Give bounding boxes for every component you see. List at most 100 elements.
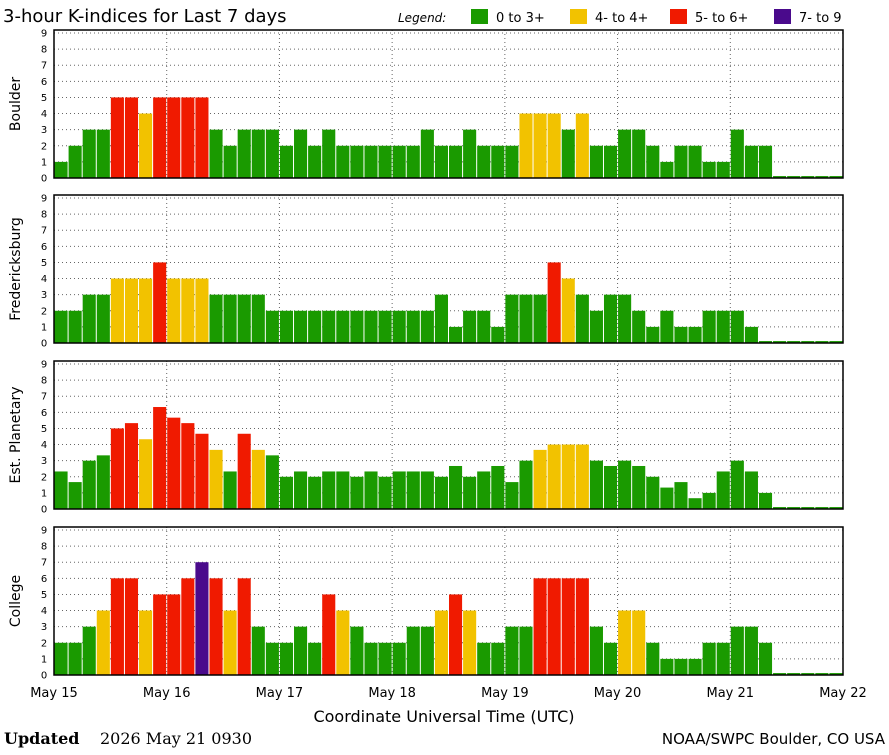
bar [787, 673, 801, 675]
bar [561, 578, 575, 675]
bar [209, 578, 223, 675]
bar [308, 642, 322, 675]
y-tick-label: 7 [41, 61, 47, 72]
bar [674, 145, 688, 178]
bar [801, 507, 815, 509]
bar [491, 465, 505, 509]
bar [646, 326, 660, 343]
bar [350, 145, 364, 178]
bar [632, 310, 646, 343]
bar [716, 310, 730, 343]
bar [251, 449, 265, 509]
bar [294, 471, 308, 509]
bar [68, 310, 82, 343]
bar [533, 578, 547, 675]
bar [279, 642, 294, 675]
bar [68, 642, 82, 675]
panel: 0 1 2 3 4 5 6 7 8 9 Est. Planetary [8, 360, 844, 516]
bar [54, 161, 68, 178]
bar [730, 129, 744, 178]
panels: 0 1 2 3 4 5 6 7 8 9 Boulder 0 1 2 3 4 5 6 7 8 9 Fredericksbur… [8, 29, 844, 682]
x-axis-ticks: May 15 May 16 May 17 May 18 May 19 May 20 May … [30, 686, 867, 701]
bar [378, 145, 392, 178]
y-tick-label: 2 [41, 141, 47, 152]
panel-label: Est. Planetary [8, 386, 24, 483]
y-tick-label: 1 [41, 157, 47, 168]
bar [589, 460, 603, 509]
bar [787, 507, 801, 509]
bar [364, 145, 378, 178]
bar [477, 310, 491, 343]
y-tick-label: 3 [41, 125, 47, 136]
bar [463, 310, 477, 343]
bar [519, 113, 533, 178]
bar [406, 626, 420, 675]
bar [547, 444, 561, 509]
bar [434, 610, 448, 675]
bar [477, 471, 491, 509]
y-tick-label: 0 [41, 174, 47, 185]
bar [674, 658, 688, 675]
x-tick-label: May 19 [481, 686, 529, 701]
bar [829, 176, 843, 178]
bar [223, 145, 237, 178]
legend-swatch [774, 9, 791, 24]
bar [82, 626, 96, 675]
bar [491, 145, 505, 178]
y-tick-label: 4 [41, 109, 47, 120]
bar [603, 145, 618, 178]
bar [322, 310, 336, 343]
bar [223, 294, 237, 343]
bar [308, 476, 322, 509]
x-tick-label: May 16 [143, 686, 191, 701]
panel: 0 1 2 3 4 5 6 7 8 9 Boulder [8, 29, 844, 185]
y-tick-label: 8 [41, 542, 47, 553]
bar [195, 562, 209, 675]
bar [434, 476, 448, 509]
bar [308, 310, 322, 343]
bar [618, 129, 632, 178]
bar [533, 294, 547, 343]
bar [561, 444, 575, 509]
y-tick-label: 3 [41, 456, 47, 467]
bar [575, 578, 589, 675]
bar [209, 449, 223, 509]
bar [702, 642, 716, 675]
bar [491, 642, 505, 675]
y-tick-label: 5 [41, 424, 47, 435]
bar [758, 341, 773, 343]
bar [167, 594, 181, 675]
bar [674, 326, 688, 343]
bar [195, 433, 209, 509]
bar [392, 145, 406, 178]
bar [434, 294, 448, 343]
bar [279, 476, 294, 509]
y-tick-label: 6 [41, 242, 47, 253]
bar [406, 310, 420, 343]
updated-value: 2026 May 21 0930 [100, 729, 252, 748]
panel-frame [53, 360, 844, 510]
panel-frame [53, 526, 844, 676]
bar [505, 482, 519, 509]
bar [265, 129, 279, 178]
bar [322, 594, 336, 675]
y-tick-label: 4 [41, 440, 47, 451]
y-tick-label: 8 [41, 45, 47, 56]
y-tick-label: 8 [41, 210, 47, 221]
bar [265, 642, 279, 675]
legend-entry-label: 0 to 3+ [496, 11, 545, 26]
bar [801, 341, 815, 343]
bar [589, 626, 603, 675]
bar [632, 465, 646, 509]
bar [139, 439, 153, 509]
bar [82, 294, 96, 343]
bar [787, 341, 801, 343]
bar [702, 161, 716, 178]
y-tick-label: 6 [41, 574, 47, 585]
y-tick-label: 9 [41, 29, 47, 40]
bar [449, 145, 463, 178]
bar [744, 471, 758, 509]
updated-label: Updated [4, 729, 79, 748]
bar [110, 428, 124, 509]
bar [336, 471, 350, 509]
